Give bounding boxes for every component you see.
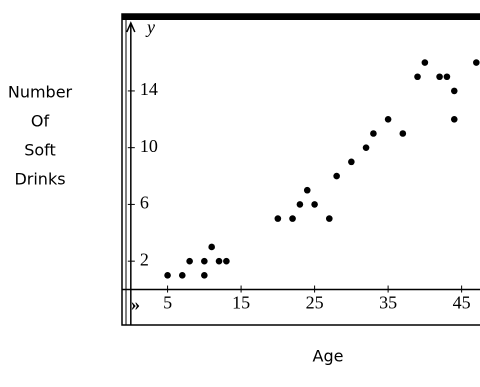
point <box>223 257 230 265</box>
menu-icon[interactable]: » <box>131 294 140 314</box>
point <box>348 158 355 166</box>
y-axis-label: Of <box>31 112 50 131</box>
x-tick-label: 35 <box>379 293 397 313</box>
point <box>326 215 333 222</box>
point <box>443 73 451 81</box>
x-tick-label: 45 <box>453 293 471 313</box>
point <box>296 201 304 208</box>
point <box>473 59 480 66</box>
y-tick-label: 2 <box>140 249 149 269</box>
point <box>208 243 215 251</box>
point <box>164 272 171 279</box>
y-tick-label: 10 <box>140 136 158 156</box>
x-tick-label: 15 <box>232 293 250 313</box>
point <box>414 73 421 81</box>
top-bar <box>122 14 480 20</box>
point <box>303 186 311 194</box>
y-axis-label: Soft <box>24 141 56 160</box>
y-tick-label: 6 <box>140 193 149 213</box>
y-axis-arrow <box>126 21 136 33</box>
point <box>450 87 458 95</box>
point <box>186 257 193 265</box>
point <box>215 257 223 265</box>
point <box>450 116 458 123</box>
point <box>362 144 370 151</box>
y-tick-label: 14 <box>140 79 158 99</box>
point <box>399 130 407 137</box>
y-axis-label: Drinks <box>14 170 65 189</box>
point <box>333 172 340 180</box>
point <box>201 257 208 265</box>
y-axis-label: Number <box>8 83 73 102</box>
point <box>178 272 186 279</box>
point <box>436 73 443 81</box>
point <box>311 201 318 208</box>
y-axis-name: y <box>145 17 155 37</box>
x-axis-label: Age <box>313 347 344 366</box>
point <box>289 215 296 222</box>
x-tick-label: 25 <box>306 293 324 313</box>
point <box>370 130 377 137</box>
point <box>421 59 429 66</box>
point <box>384 116 392 123</box>
point <box>201 272 208 279</box>
point <box>274 215 282 222</box>
x-tick-label: 5 <box>163 293 172 313</box>
